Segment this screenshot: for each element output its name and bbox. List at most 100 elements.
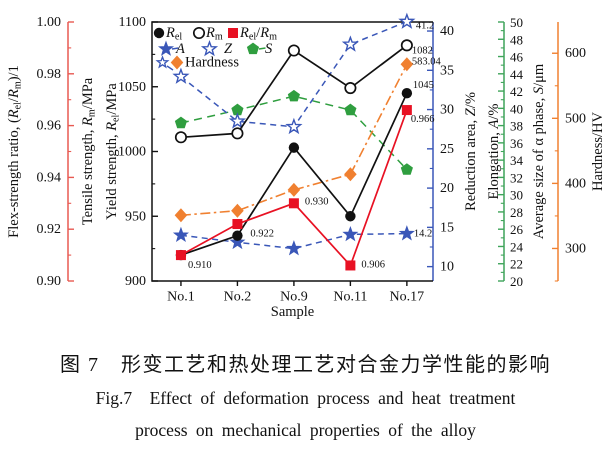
legend-label: Rel: [165, 25, 182, 42]
marker-circle-filled: [401, 88, 413, 99]
legend-dash: [166, 65, 174, 71]
series-S: [174, 89, 413, 175]
tick-label-hv: 400: [565, 176, 586, 191]
x-tick-label: No.9: [280, 289, 308, 304]
point-label: 1045: [413, 81, 434, 92]
marker-star-filled: [342, 225, 359, 242]
marker-circle-open: [174, 131, 187, 144]
marker-star-open: [200, 39, 219, 57]
marker-star-open: [172, 67, 190, 84]
marker-star-open: [398, 12, 416, 29]
tick-label-az: 40: [440, 24, 454, 39]
marker-circle-filled: [345, 211, 356, 222]
series-A: [172, 225, 415, 256]
marker-circle-open: [400, 39, 413, 52]
point-label: 0.930: [305, 197, 329, 208]
marker-star-open: [228, 112, 247, 129]
tick-label-ratio: 0.98: [37, 66, 62, 81]
axis-title: Elongation, A/%: [486, 104, 502, 200]
tick-label-s: 38: [510, 118, 523, 133]
caption-chinese: 图 7 形变工艺和热处理工艺对合金力学性能的影响: [60, 354, 551, 376]
axis-hv: 600 500 400 300: [552, 22, 586, 282]
legend-dash: [258, 47, 266, 50]
marker-square: [175, 250, 186, 261]
series-line-A: [180, 232, 407, 250]
marker-square: [345, 260, 356, 271]
axis-title: Yield strength, Rel/MPa: [104, 83, 121, 220]
series-Rel: [175, 88, 413, 261]
tick-label-ratio: 0.94: [37, 170, 62, 185]
tick-label-s: 26: [510, 222, 524, 237]
tick-label-az: 30: [440, 102, 454, 117]
tick-label-s: 34: [510, 153, 524, 168]
tick-label-s: 20: [510, 274, 523, 289]
marker-circle-filled: [153, 27, 165, 39]
tick-label-ratio: 0.92: [37, 222, 62, 237]
marker-star-filled: [157, 40, 175, 56]
marker-star-filled: [172, 226, 189, 243]
tick-label-az: 10: [440, 259, 454, 274]
tick-label-s: 40: [510, 101, 523, 116]
figure-caption: 图 7 形变工艺和热处理工艺对合金力学性能的影响 Fig.7 Effect of…: [0, 332, 611, 441]
tick-label-ratio: 0.96: [37, 118, 62, 133]
axis-title: Hardness/HV: [590, 112, 606, 191]
tick-label-ratio: 0.90: [37, 274, 62, 289]
tick-label-hv: 300: [565, 241, 586, 256]
tick-label-strength: 900: [125, 274, 146, 289]
marker-star-filled: [398, 225, 415, 241]
marker-diamond: [400, 57, 414, 72]
tick-label-hv: 500: [565, 111, 586, 126]
tick-label-az: 20: [440, 181, 454, 196]
tick-label-s: 50: [510, 15, 523, 30]
tick-label-s: 28: [510, 204, 523, 219]
marker-circle-filled: [232, 230, 243, 241]
tick-label-strength: 950: [125, 209, 146, 224]
tick-label-strength: 1050: [118, 79, 146, 94]
x-tick-label: No.17: [390, 289, 425, 304]
series-HV: [174, 57, 414, 223]
tick-label-s: 32: [510, 170, 523, 185]
tick-label-s: 42: [510, 84, 523, 99]
tick-label-s: 46: [510, 49, 524, 64]
x-axis: No.1 No.2 No.9 No.11 No.17 Sample: [167, 281, 424, 320]
x-tick-label: No.2: [224, 289, 252, 304]
marker-pentagon: [246, 42, 260, 55]
marker-star-open: [285, 117, 303, 135]
marker-circle-filled: [288, 142, 300, 153]
legend-dash: [171, 47, 179, 50]
x-axis-title: Sample: [271, 304, 315, 320]
marker-pentagon: [287, 89, 300, 102]
marker-circle-open: [192, 26, 206, 40]
legend-label: S: [265, 41, 273, 57]
tick-label-s: 48: [510, 32, 523, 47]
marker-star-filled: [229, 233, 246, 250]
tick-label-az: 15: [440, 220, 454, 235]
marker-square: [228, 28, 238, 38]
point-label: 0.906: [361, 260, 385, 271]
point-label: 0.922: [250, 229, 274, 240]
point-label: 1082: [412, 46, 433, 57]
chart: 1.000.980.960.940.920.901100105010009509…: [6, 12, 606, 320]
legend-label: Hardness: [185, 55, 239, 71]
marker-diamond: [231, 203, 244, 218]
point-label: 14.2: [414, 229, 432, 240]
plot-border: [151, 21, 433, 282]
x-tick-label: No.1: [167, 289, 195, 304]
axis-az: 40 35 30 25 20 15 10: [427, 22, 454, 281]
tick-label-az: 35: [440, 63, 454, 78]
series-ratio: [175, 105, 412, 271]
marker-circle-open: [231, 127, 244, 140]
caption-english-line2: process on mechanical properties of the …: [135, 420, 476, 440]
legend-label: Z: [224, 41, 233, 57]
point-label: 0.910: [188, 261, 212, 272]
tick-label-az: 25: [440, 141, 454, 156]
marker-square: [232, 219, 243, 230]
axis-s: 50 48 46 44 42 40 38 36 34 32 30 28 26 24 22 20: [498, 15, 524, 289]
axis-ratio: 1.00 0.98 0.96 0.94 0.92 0.90: [37, 15, 74, 289]
marker-diamond: [287, 182, 301, 197]
tick-label-s: 44: [510, 66, 524, 81]
marker-star-filled: [285, 240, 302, 256]
marker-star-open: [341, 35, 359, 52]
legend-label: Rm: [205, 25, 223, 42]
